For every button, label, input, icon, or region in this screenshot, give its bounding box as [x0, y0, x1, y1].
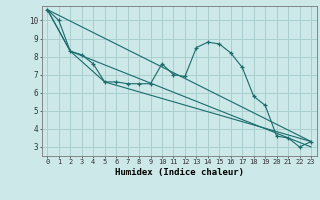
X-axis label: Humidex (Indice chaleur): Humidex (Indice chaleur)	[115, 168, 244, 177]
